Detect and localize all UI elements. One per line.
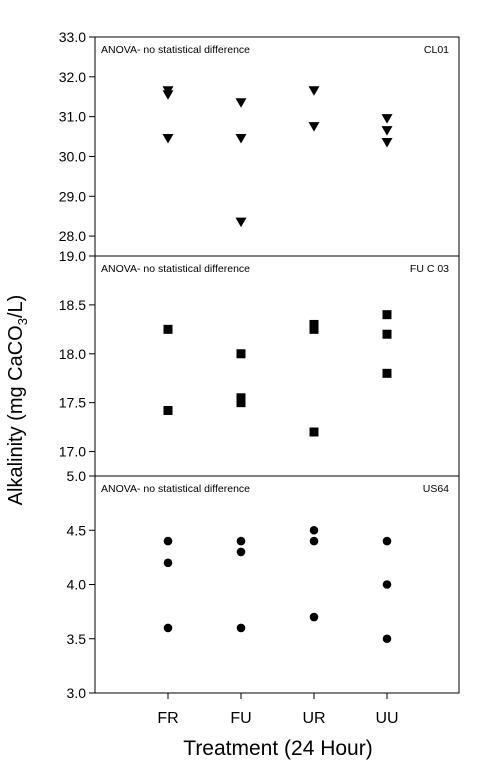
- data-point-circle: [236, 623, 246, 633]
- x-tick-label: FU: [230, 710, 251, 727]
- data-point-circle: [163, 558, 173, 568]
- site-label: US64: [423, 483, 449, 495]
- site-label: CL01: [424, 44, 449, 56]
- y-axis-label: Alkalinity (mg CaCO3/L): [5, 295, 30, 506]
- y-tick-label: 5.0: [67, 468, 87, 484]
- data-point-triangle: [162, 90, 174, 100]
- data-point-circle: [382, 580, 392, 589]
- data-point-square: [236, 349, 246, 359]
- anova-annotation: ANOVA- no statistical difference: [101, 483, 250, 495]
- x-tick-label: FR: [157, 710, 178, 727]
- data-point-square: [309, 427, 319, 437]
- y-tick-label: 4.0: [67, 577, 87, 593]
- data-point-square: [309, 324, 319, 334]
- anova-annotation: ANOVA- no statistical difference: [101, 263, 250, 275]
- y-tick-label: 4.5: [67, 522, 87, 538]
- y-tick-label: 30.0: [59, 148, 86, 164]
- data-point-circle: [309, 612, 319, 622]
- panels-group: 28.0 29.0 30.0 31.0 32.0 33.0 ANOVA- no statis…: [59, 29, 460, 701]
- data-point-triangle: [381, 114, 393, 124]
- data-point-square: [382, 329, 392, 339]
- x-tick-label: UU: [375, 710, 398, 727]
- data-point-triangle: [235, 98, 247, 108]
- y-tick-label: 18.5: [59, 297, 86, 313]
- data-point-triangle: [235, 134, 247, 144]
- y-tick-label: 31.0: [59, 109, 86, 125]
- y-axis-label-subscript: 3: [15, 318, 30, 325]
- data-point-circle: [163, 623, 173, 633]
- y-axis-label-main: Alkalinity (mg CaCO: [5, 325, 27, 505]
- panel-frame: [94, 255, 460, 477]
- data-point-square: [236, 398, 246, 408]
- y-tick-label: 29.0: [59, 188, 86, 204]
- y-tick-label: 28.0: [59, 228, 86, 244]
- data-point-square: [382, 310, 392, 320]
- data-point-circle: [236, 536, 246, 546]
- y-tick-label: 17.0: [59, 444, 86, 460]
- y-tick-label: 33.0: [59, 29, 86, 45]
- data-point-triangle: [381, 138, 393, 148]
- anova-annotation: ANOVA- no statistical difference: [101, 44, 250, 56]
- panel-frame: [94, 475, 460, 694]
- data-point-triangle: [308, 86, 320, 96]
- data-point-square: [382, 368, 392, 378]
- x-tick-label: UR: [302, 710, 325, 727]
- data-point-triangle: [235, 217, 247, 228]
- data-point-square: [163, 405, 173, 415]
- data-point-square: [163, 324, 173, 334]
- data-point-square: [309, 319, 319, 329]
- site-label: FU C 03: [410, 263, 449, 275]
- data-point-circle: [236, 547, 246, 557]
- y-tick-label: 18.0: [59, 346, 86, 362]
- y-tick-label: 3.5: [67, 631, 87, 647]
- y-tick-label: 19.0: [59, 248, 86, 264]
- x-axis: FR FU UR UU: [157, 693, 399, 727]
- panel-fu-c-03: 17.0 17.5 18.0 18.5 19.0 ANOVA- no statistica…: [59, 248, 460, 477]
- panel-us64: 3.0 3.5 4.0 4.5 5.0 ANOVA- no statistical dif…: [67, 468, 460, 701]
- y-axis-label-tail: /L): [5, 295, 27, 318]
- x-axis-label: Treatment (24 Hour): [183, 737, 372, 760]
- data-point-triangle: [381, 126, 393, 136]
- y-tick-label: 3.0: [67, 685, 87, 701]
- panel-frame: [94, 36, 460, 257]
- panel-cl01: 28.0 29.0 30.0 31.0 32.0 33.0 ANOVA- no statis…: [59, 29, 460, 257]
- data-point-circle: [382, 634, 392, 644]
- data-point-triangle: [162, 134, 174, 144]
- data-point-circle: [163, 536, 173, 546]
- y-tick-label: 32.0: [59, 69, 86, 85]
- data-point-circle: [382, 536, 392, 546]
- y-tick-label: 17.5: [59, 395, 86, 411]
- data-point-square: [236, 393, 246, 403]
- data-point-circle: [309, 536, 319, 546]
- data-point-circle: [309, 525, 319, 535]
- data-point-triangle: [308, 122, 320, 132]
